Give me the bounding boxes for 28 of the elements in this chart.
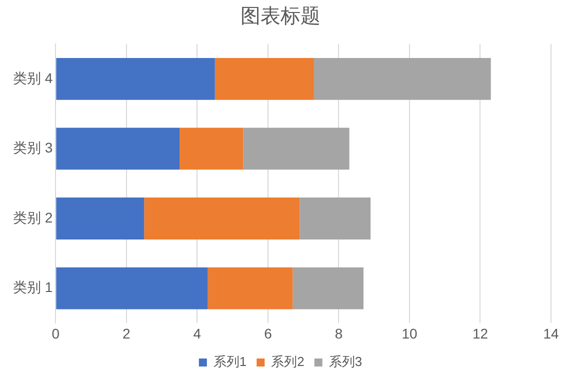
bar	[144, 198, 300, 240]
bar	[180, 128, 244, 170]
bar	[56, 198, 144, 240]
bar	[56, 267, 208, 310]
y-tick-label: 类别 1	[12, 279, 53, 296]
y-tick-label: 类别 4	[12, 70, 53, 86]
bar	[56, 128, 180, 170]
chart-title: 图表标题	[240, 6, 320, 28]
bar	[314, 58, 491, 100]
x-tick-label: 8	[334, 325, 343, 342]
x-tick-label: 6	[264, 325, 272, 342]
bar	[56, 58, 215, 100]
legend-label: 系列3	[328, 354, 362, 370]
bar	[300, 198, 371, 240]
y-tick-label: 类别 3	[12, 140, 53, 156]
bar	[208, 267, 293, 310]
x-tick-label: 2	[122, 325, 131, 342]
bar	[214, 58, 314, 100]
bar	[292, 267, 364, 310]
x-tick-label: 0	[52, 325, 60, 342]
x-tick-label: 12	[472, 325, 488, 342]
x-tick-label: 4	[193, 325, 202, 342]
y-tick-label: 类别 2	[12, 209, 53, 226]
legend-label: 系列1	[213, 354, 247, 370]
x-tick-label: 14	[543, 325, 559, 342]
bar	[243, 128, 350, 170]
legend-label: 系列2	[271, 354, 304, 370]
x-tick-label: 10	[402, 325, 418, 342]
